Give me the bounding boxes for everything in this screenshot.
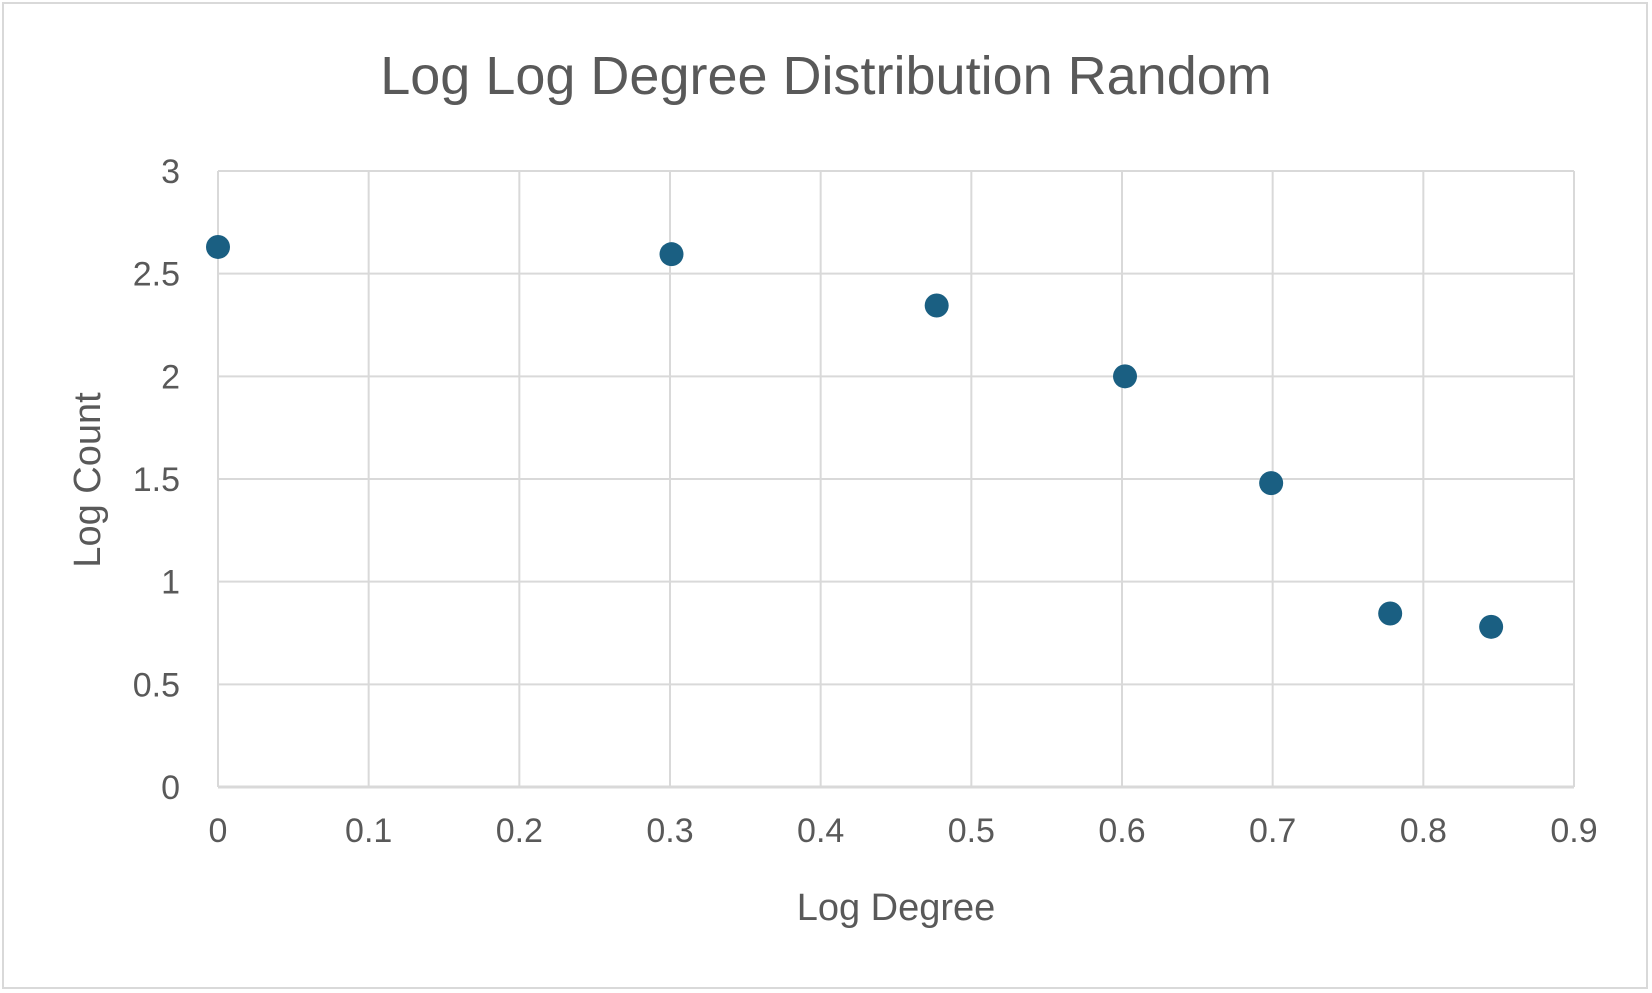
x-tick-label: 0.1 — [345, 812, 392, 850]
chart-title: Log Log Degree Distribution Random — [380, 46, 1272, 106]
x-tick-label: 0.2 — [496, 812, 543, 850]
x-tick-label: 0.6 — [1098, 812, 1145, 850]
y-tick-label: 0 — [161, 769, 180, 807]
data-point — [1378, 601, 1403, 626]
x-tick-label: 0 — [209, 812, 228, 850]
y-tick-label: 0.5 — [133, 666, 180, 704]
y-tick-labels: 0 0.5 1 1.5 2 2.5 3 — [133, 153, 180, 807]
x-tick-label: 0.8 — [1400, 812, 1447, 850]
data-point — [1113, 364, 1138, 389]
y-tick-label: 2 — [161, 358, 180, 396]
x-axis-label: Log Degree — [797, 887, 996, 929]
x-tick-labels: 0 0.1 0.2 0.3 0.4 0.5 0.6 0.7 0.8 0.9 — [209, 812, 1598, 850]
data-point — [1479, 614, 1504, 639]
grid-lines — [217, 170, 1575, 787]
data-point — [924, 293, 949, 318]
x-tick-label: 0.9 — [1550, 812, 1597, 850]
x-tick-label: 0.4 — [797, 812, 844, 850]
x-tick-label: 0.5 — [948, 812, 995, 850]
y-tick-label: 1 — [161, 564, 180, 602]
x-tick-label: 0.3 — [646, 812, 693, 850]
data-point — [1259, 471, 1284, 496]
y-tick-label: 3 — [161, 153, 180, 191]
data-point — [659, 242, 684, 267]
data-point — [206, 234, 230, 259]
y-tick-label: 2.5 — [133, 256, 180, 294]
data-points — [206, 234, 1504, 639]
x-tick-label: 0.7 — [1249, 812, 1296, 850]
y-axis-label: Log Count — [67, 392, 109, 568]
y-tick-label: 1.5 — [133, 461, 180, 499]
